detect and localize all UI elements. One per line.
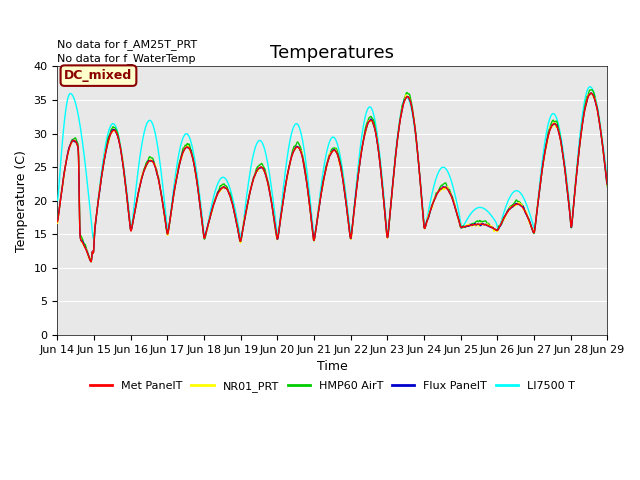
Text: No data for f_AM25T_PRT: No data for f_AM25T_PRT: [58, 39, 198, 50]
Text: DC_mixed: DC_mixed: [65, 69, 132, 82]
Text: No data for f_WaterTemp: No data for f_WaterTemp: [58, 53, 196, 64]
Title: Temperatures: Temperatures: [270, 44, 394, 62]
Legend: Met PanelT, NR01_PRT, HMP60 AirT, Flux PanelT, LI7500 T: Met PanelT, NR01_PRT, HMP60 AirT, Flux P…: [86, 377, 579, 396]
Y-axis label: Temperature (C): Temperature (C): [15, 150, 28, 252]
X-axis label: Time: Time: [317, 360, 348, 373]
